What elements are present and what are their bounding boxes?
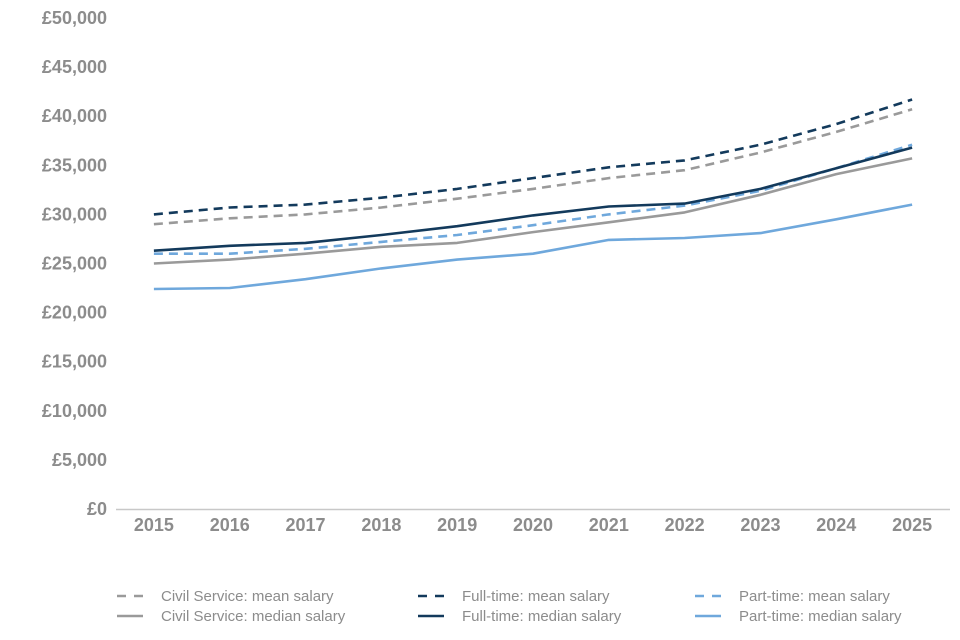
series-line-4 xyxy=(153,157,913,265)
series-line-1 xyxy=(153,108,913,226)
y-tick-label: £20,000 xyxy=(42,303,107,323)
legend-item: Part-time: median salary xyxy=(695,608,902,625)
legend-label: Civil Service: mean salary xyxy=(161,588,334,605)
y-axis: £0 £5,000 £10,000 £15,000 £20,000 £25,000 £30,… xyxy=(42,8,107,519)
y-tick-label: £5,000 xyxy=(52,450,107,470)
x-tick-label: 2023 xyxy=(740,515,780,535)
y-tick-label: £15,000 xyxy=(42,352,107,372)
y-tick-label: £35,000 xyxy=(42,155,107,175)
series-lines xyxy=(153,98,913,291)
x-tick-label: 2019 xyxy=(437,515,477,535)
legend: Civil Service: mean salary Full-time: mea… xyxy=(117,588,902,625)
x-tick-label: 2024 xyxy=(816,515,856,535)
legend-item: Full-time: mean salary xyxy=(418,588,610,605)
x-tick-label: 2022 xyxy=(665,515,705,535)
legend-label: Full-time: mean salary xyxy=(462,588,610,605)
legend-item: Civil Service: mean salary xyxy=(117,588,334,605)
x-axis: 2015 2016 2017 2018 2019 2020 2021 2022 2023 2024… xyxy=(116,508,950,535)
y-tick-label: £10,000 xyxy=(42,401,107,421)
y-tick-label: £40,000 xyxy=(42,106,107,126)
y-tick-label: £45,000 xyxy=(42,57,107,77)
legend-label: Part-time: mean salary xyxy=(739,588,890,605)
x-tick-label: 2017 xyxy=(286,515,326,535)
series-line-5 xyxy=(153,146,913,252)
legend-label: Part-time: median salary xyxy=(739,608,902,625)
legend-item: Part-time: mean salary xyxy=(695,588,890,605)
legend-item: Full-time: median salary xyxy=(418,608,622,625)
x-tick-label: 2021 xyxy=(589,515,629,535)
y-tick-label: £0 xyxy=(87,499,107,519)
y-tick-label: £25,000 xyxy=(42,254,107,274)
y-tick-label: £50,000 xyxy=(42,8,107,28)
legend-item: Civil Service: median salary xyxy=(117,608,346,625)
y-tick-label: £30,000 xyxy=(42,204,107,224)
x-tick-label: 2016 xyxy=(210,515,250,535)
legend-label: Civil Service: median salary xyxy=(161,608,346,625)
series-line-2 xyxy=(153,98,913,216)
x-tick-label: 2015 xyxy=(134,515,174,535)
series-line-6 xyxy=(153,203,913,291)
x-tick-label: 2020 xyxy=(513,515,553,535)
series-line-3 xyxy=(153,143,913,255)
x-tick-label: 2018 xyxy=(361,515,401,535)
x-tick-label: 2025 xyxy=(892,515,932,535)
legend-label: Full-time: median salary xyxy=(462,608,622,625)
